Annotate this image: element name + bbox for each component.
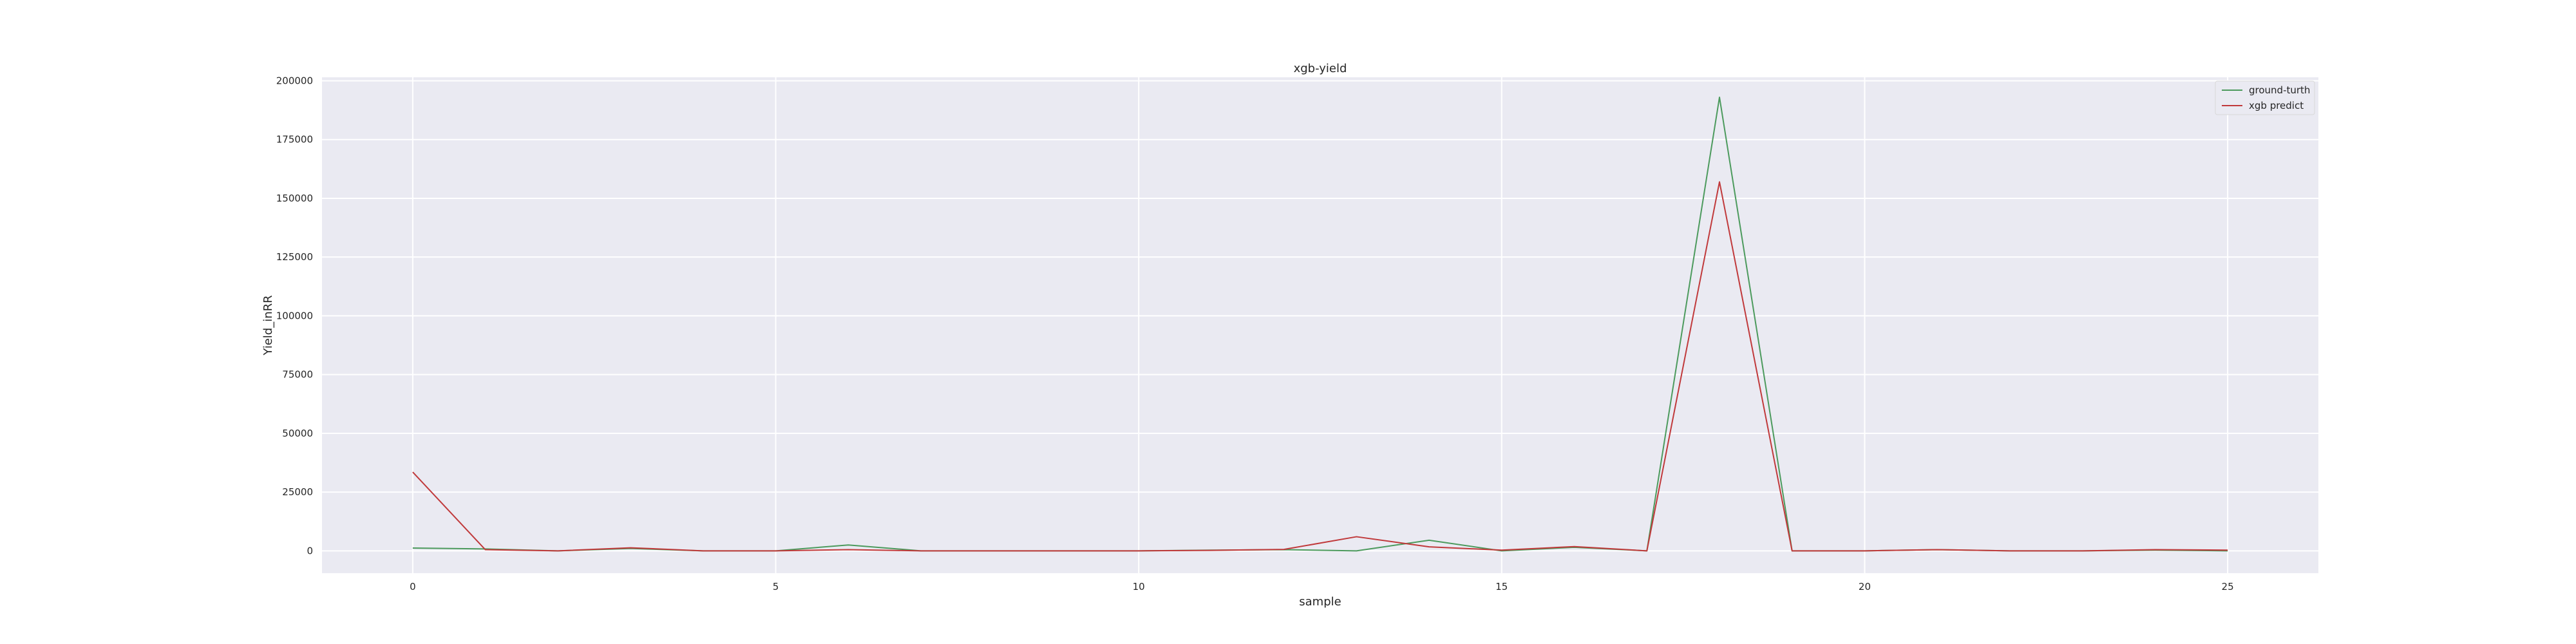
x-tick-label: 25 bbox=[2222, 581, 2234, 592]
y-tick-label: 25000 bbox=[282, 486, 313, 498]
legend-label-ground-turth: ground-turth bbox=[2249, 84, 2310, 96]
y-tick-label: 125000 bbox=[276, 251, 313, 263]
legend-label-xgb-predict: xgb predict bbox=[2249, 100, 2304, 111]
y-tick-label: 100000 bbox=[276, 310, 313, 321]
legend: ground-turth xgb predict bbox=[2215, 80, 2315, 115]
x-tick-label: 10 bbox=[1133, 581, 1145, 592]
x-tick-labels: 0 5 10 15 20 25 bbox=[410, 581, 2234, 592]
chart-title: xgb-yield bbox=[1294, 62, 1347, 75]
x-tick-label: 15 bbox=[1495, 581, 1508, 592]
y-tick-labels: 0 25000 50000 75000 100000 125000 150000 175000… bbox=[276, 75, 313, 556]
series-lines bbox=[412, 97, 2228, 552]
x-tick-label: 20 bbox=[1859, 581, 1871, 592]
y-tick-label: 150000 bbox=[276, 193, 313, 204]
series-line-xgb-predict bbox=[412, 181, 2228, 552]
y-axis-label: Yield_inRR bbox=[261, 295, 275, 355]
x-tick-label: 0 bbox=[410, 581, 416, 592]
y-tick-label: 175000 bbox=[276, 134, 313, 146]
y-tick-label: 50000 bbox=[282, 428, 313, 439]
x-tick-label: 5 bbox=[773, 581, 779, 592]
x-axis-label: sample bbox=[1299, 595, 1341, 609]
y-tick-label: 75000 bbox=[282, 369, 313, 381]
plot-background bbox=[322, 77, 2318, 573]
x-gridlines bbox=[412, 77, 2229, 573]
y-gridlines bbox=[322, 80, 2318, 552]
y-tick-label: 0 bbox=[307, 545, 313, 556]
y-tick-label: 200000 bbox=[276, 75, 313, 86]
